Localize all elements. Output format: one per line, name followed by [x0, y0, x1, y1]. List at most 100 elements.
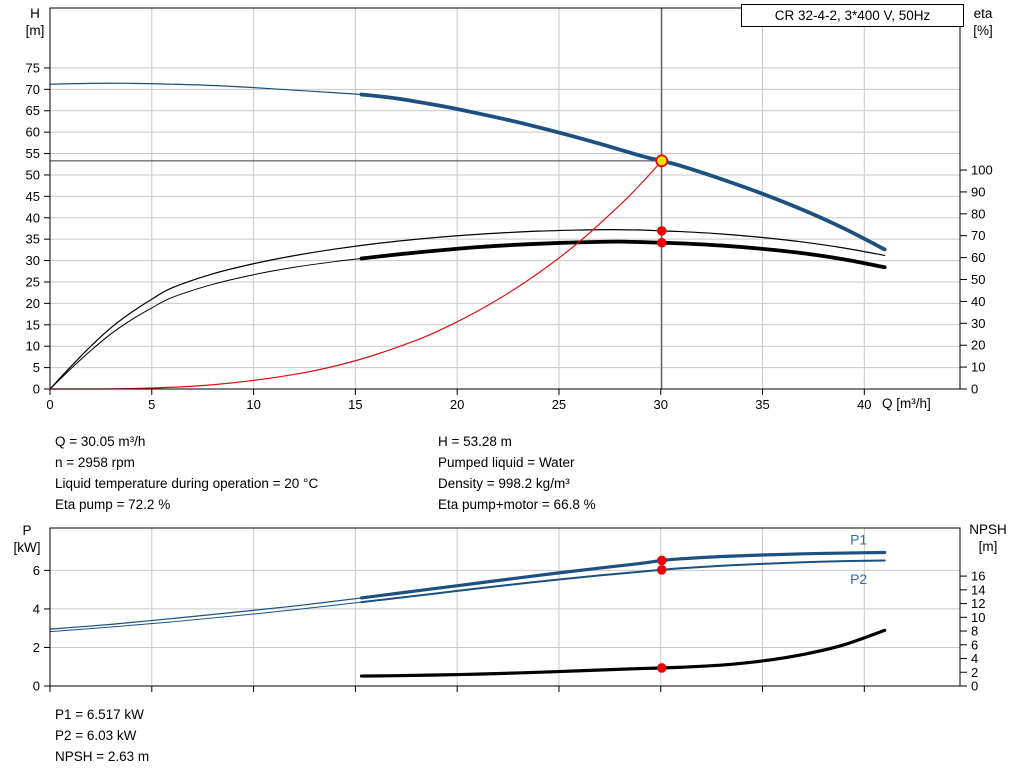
x-axis-tick-label: 30 — [654, 397, 668, 412]
y-left-tick-label: 0 — [33, 679, 40, 694]
npsh-axis-title: NPSH [m] — [960, 521, 1016, 555]
eta-axis-symbol: eta — [973, 6, 993, 21]
x-axis-tick-label: 35 — [755, 397, 769, 412]
plot-frame — [49, 527, 961, 687]
h-axis-title: H [m] — [20, 5, 50, 39]
p1-duty-dot — [656, 555, 667, 566]
curve-p1-curve-low — [49, 597, 363, 630]
y-right-tick-label: 2 — [971, 665, 978, 680]
x-axis-tick-label: 40 — [857, 397, 871, 412]
y-right-tick-label: 0 — [971, 679, 978, 694]
y-right-tick-label: 60 — [971, 250, 985, 265]
y-right-tick-label: 14 — [971, 582, 985, 597]
curve-eta-pump-curve — [49, 228, 886, 390]
curve-npsh-curve — [359, 628, 887, 678]
y-left-tick-label: 10 — [26, 339, 40, 354]
info-line-pumped-liquid: Pumped liquid = Water — [438, 455, 575, 470]
curve-p2-curve-low — [49, 601, 362, 633]
q-axis-title: Q [m³/h] — [882, 396, 931, 411]
y-left-tick-label: 6 — [33, 563, 40, 578]
eta-axis-title: eta [%] — [964, 5, 1002, 39]
npsh-axis-unit: [m] — [978, 539, 998, 554]
info-line-speed: n = 2958 rpm — [55, 455, 135, 470]
info-line-density: Density = 998.2 kg/m³ — [438, 476, 570, 491]
info-line-head: H = 53.28 m — [438, 434, 512, 449]
y-left-tick-label: 55 — [26, 146, 40, 161]
y-left-tick-label: 50 — [26, 167, 40, 182]
y-right-tick-label: 70 — [971, 228, 985, 243]
y-left-tick-label: 15 — [26, 317, 40, 332]
info-line-eta-pump-motor: Eta pump+motor = 66.8 % — [438, 497, 596, 512]
h-axis-unit: [m] — [25, 23, 45, 38]
p-axis-symbol: P — [22, 523, 32, 538]
y-right-tick-label: 16 — [971, 569, 985, 584]
y-right-tick-label: 50 — [971, 272, 985, 287]
info-line-p2: P2 = 6.03 kW — [55, 728, 137, 743]
y-left-tick-label: 25 — [26, 274, 40, 289]
y-right-tick-label: 100 — [971, 163, 993, 178]
p-axis-title: P [kW] — [6, 522, 48, 556]
pump-variant-label: CR 32-4-2, 3*400 V, 50Hz — [741, 4, 964, 27]
x-axis-tick-label: 20 — [450, 397, 464, 412]
y-left-tick-label: 70 — [26, 82, 40, 97]
npsh-duty-dot — [656, 663, 667, 673]
y-left-tick-label: 2 — [33, 640, 40, 655]
p2-duty-dot — [656, 565, 667, 575]
curve-label-P2: P2 — [850, 571, 867, 587]
y-right-tick-label: 8 — [971, 624, 978, 639]
y-left-tick-label: 40 — [26, 210, 40, 225]
y-right-tick-label: 80 — [971, 206, 985, 221]
y-right-tick-label: 0 — [971, 382, 978, 397]
y-right-tick-label: 30 — [971, 316, 985, 331]
y-right-tick-label: 10 — [971, 610, 985, 625]
x-axis-tick-label: 25 — [552, 397, 566, 412]
y-left-tick-label: 35 — [26, 232, 40, 247]
y-left-tick-label: 5 — [33, 360, 40, 375]
y-left-tick-label: 75 — [26, 60, 40, 75]
curve-p2-curve — [360, 559, 886, 604]
y-right-tick-label: 10 — [971, 360, 985, 375]
operating-point-marker[interactable] — [655, 154, 669, 168]
info-line-flow: Q = 30.05 m³/h — [55, 434, 146, 449]
curve-p1-curve — [359, 550, 887, 600]
x-axis-tick-label: 0 — [46, 397, 53, 412]
y-right-tick-label: 12 — [971, 596, 985, 611]
y-left-tick-label: 20 — [26, 296, 40, 311]
x-axis-tick-label: 10 — [246, 397, 260, 412]
y-right-tick-label: 4 — [971, 651, 978, 666]
info-line-p1: P1 = 6.517 kW — [55, 707, 144, 722]
y-left-tick-label: 0 — [33, 382, 40, 397]
p-axis-unit: [kW] — [13, 540, 41, 555]
plot-frame — [49, 7, 961, 390]
y-left-tick-label: 60 — [26, 125, 40, 140]
info-line-liquid-temp: Liquid temperature during operation = 20… — [55, 476, 319, 491]
x-axis-tick-label: 15 — [348, 397, 362, 412]
info-line-npsh: NPSH = 2.63 m — [55, 749, 150, 764]
curve-eta-pump-motor-curve-low — [49, 258, 362, 390]
duty-info-left: Q = 30.05 m³/h n = 2958 rpm Liquid tempe… — [55, 431, 318, 515]
curve-eta-pump-motor-curve — [359, 239, 887, 270]
y-left-tick-label: 65 — [26, 103, 40, 118]
y-right-tick-label: 6 — [971, 637, 978, 652]
y-left-tick-label: 4 — [33, 601, 40, 616]
curve-system-curve — [49, 160, 663, 390]
eta-pump-duty-dot — [656, 226, 667, 236]
curve-head-curve-low — [49, 82, 363, 96]
power-info: P1 = 6.517 kW P2 = 6.03 kW NPSH = 2.63 m — [55, 704, 149, 767]
h-axis-symbol: H — [30, 6, 40, 21]
y-right-tick-label: 40 — [971, 294, 985, 309]
eta-axis-unit: [%] — [973, 23, 993, 38]
y-left-tick-label: 45 — [26, 189, 40, 204]
duty-info-right: H = 53.28 m Pumped liquid = Water Densit… — [438, 431, 596, 515]
curve-label-P1: P1 — [850, 531, 867, 547]
y-left-tick-label: 30 — [26, 253, 40, 268]
y-right-tick-label: 20 — [971, 338, 985, 353]
info-line-eta-pump: Eta pump = 72.2 % — [55, 497, 171, 512]
x-axis-tick-label: 5 — [148, 397, 155, 412]
npsh-axis-symbol: NPSH — [969, 522, 1007, 537]
y-right-tick-label: 90 — [971, 184, 985, 199]
curve-head-curve[interactable] — [359, 92, 887, 252]
eta-pump-motor-duty-dot — [656, 237, 667, 248]
